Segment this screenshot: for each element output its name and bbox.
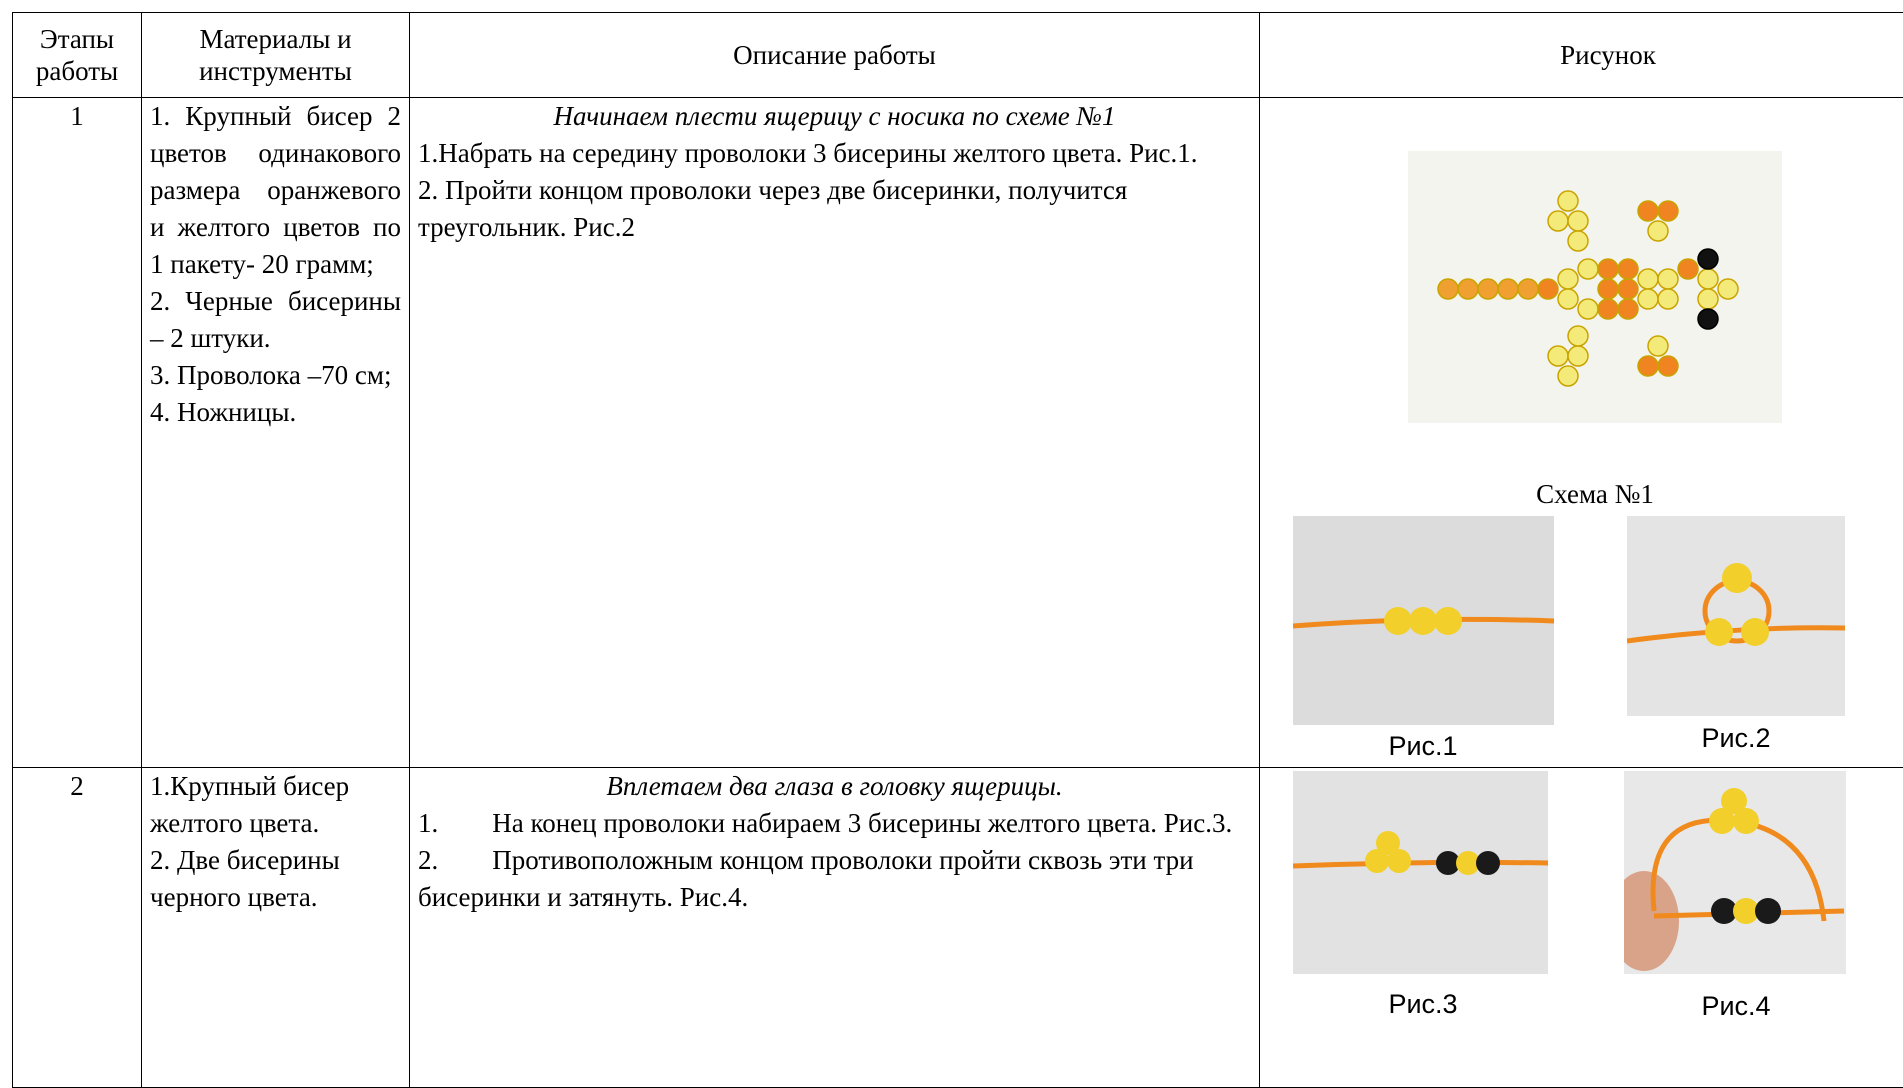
scheme-image (1408, 151, 1782, 423)
figure-caption: Рис.1 (1323, 728, 1523, 765)
figures: Рис.3 Рис.4 (1260, 768, 1903, 1088)
figure-caption: Рис.4 (1636, 988, 1836, 1025)
header-cell: Описание работы (410, 13, 1260, 98)
row: 1 1. Крупный бисер 2 цветов одинакового … (13, 98, 1903, 768)
caption-text: Схема №1 (1536, 479, 1654, 509)
header-cell: Этапы работы (13, 13, 142, 98)
material: 1.Крупный бисер желтого цвета. (150, 768, 401, 842)
figure-caption: Рис.2 (1636, 720, 1836, 757)
header-row: Этапы работы Материалы и инструменты Опи… (13, 13, 1903, 98)
desc-step: 2. Противоположным концом проволоки прой… (418, 842, 1251, 916)
stage: 1 (13, 98, 142, 768)
header-cell: Рисунок (1260, 13, 1903, 98)
photo (1627, 516, 1845, 716)
materials: 1. Крупный бисер 2 цветов одинакового ра… (142, 98, 410, 768)
materials: 1.Крупный бисер желтого цвета. 2. Две би… (142, 768, 410, 1088)
desc-step: 1.Набрать на середину проволоки 3 бисери… (418, 135, 1251, 172)
photo (1293, 771, 1548, 974)
figure-caption: Рис.3 (1323, 986, 1523, 1023)
description: Вплетаем два глаза в головку ящерицы. 1.… (410, 768, 1260, 1088)
header-cell: Материалы и инструменты (142, 13, 410, 98)
description: Начинаем плести ящерицу с носика по схем… (410, 98, 1260, 768)
material: 2. Две бисерины черного цвета. (150, 842, 401, 916)
figures: Схема №1 Рис.1 Рис.2 (1260, 98, 1903, 768)
desc-title: Начинаем плести ящерицу с носика по схем… (418, 98, 1251, 135)
stage: 2 (13, 768, 142, 1088)
desc-title: Вплетаем два глаза в головку ящерицы. (418, 768, 1251, 805)
desc-step: 1. На конец проволоки набираем 3 бисерин… (418, 805, 1251, 842)
lesson-table: Этапы работы Материалы и инструменты Опи… (12, 12, 1903, 1088)
photo (1293, 516, 1554, 725)
material: 4. Ножницы. (150, 394, 401, 431)
material: 2. Черные бисерины – 2 штуки. (150, 283, 401, 357)
material: 1. Крупный бисер 2 цветов одинакового ра… (150, 98, 401, 283)
row: 2 1.Крупный бисер желтого цвета. 2. Две … (13, 768, 1903, 1088)
figure-caption: Схема №1 (1495, 476, 1695, 513)
desc-step: 2. Пройти концом проволоки через две бис… (418, 172, 1251, 246)
photo (1624, 771, 1846, 974)
material: 3. Проволока –70 см; (150, 357, 401, 394)
